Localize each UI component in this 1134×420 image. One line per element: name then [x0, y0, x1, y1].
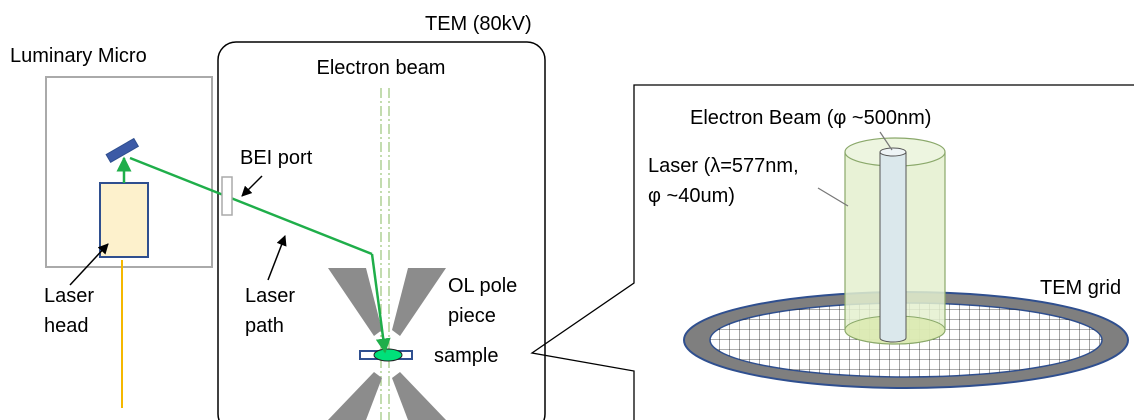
pole-piece — [328, 372, 382, 420]
pointer — [267, 235, 287, 281]
laser-beam — [370, 253, 391, 354]
pointer — [241, 175, 263, 197]
callout — [530, 84, 1134, 420]
laser-path-label: Laser — [245, 285, 295, 307]
electron-beam-label: Electron beam — [317, 57, 446, 79]
sample — [373, 348, 403, 362]
pointer — [69, 243, 109, 286]
bei-port — [221, 176, 233, 216]
zoom-ebeam-label: Electron Beam (φ ~500nm) — [690, 107, 931, 129]
laser-path-label: path — [245, 315, 284, 337]
pole-piece-label: OL pole — [448, 275, 517, 297]
laser-head-label: head — [44, 315, 89, 337]
luminary-box — [45, 76, 213, 268]
zoom-grid-label: TEM grid — [1040, 277, 1121, 299]
pointer — [879, 131, 893, 151]
zoom-laser-label: φ ~40um) — [648, 185, 735, 207]
laser-beam — [129, 156, 373, 256]
mirror — [105, 137, 140, 164]
zoom-laser-label: Laser (λ=577nm, — [648, 155, 799, 177]
pole-piece — [328, 268, 382, 336]
pointer — [817, 187, 849, 207]
tem-box — [217, 41, 546, 420]
pole-piece — [392, 372, 446, 420]
luminary-label: Luminary Micro — [10, 45, 147, 67]
ebeam-cylinder-top — [879, 147, 907, 157]
laser-head-label: Laser — [44, 285, 94, 307]
sample-label: sample — [434, 345, 498, 367]
tem-label: TEM (80kV) — [425, 13, 532, 35]
bei-port-label: BEI port — [240, 147, 313, 169]
ebeam-cylinder — [879, 152, 907, 343]
pole-piece — [392, 268, 446, 336]
pole-piece-label: piece — [448, 305, 496, 327]
